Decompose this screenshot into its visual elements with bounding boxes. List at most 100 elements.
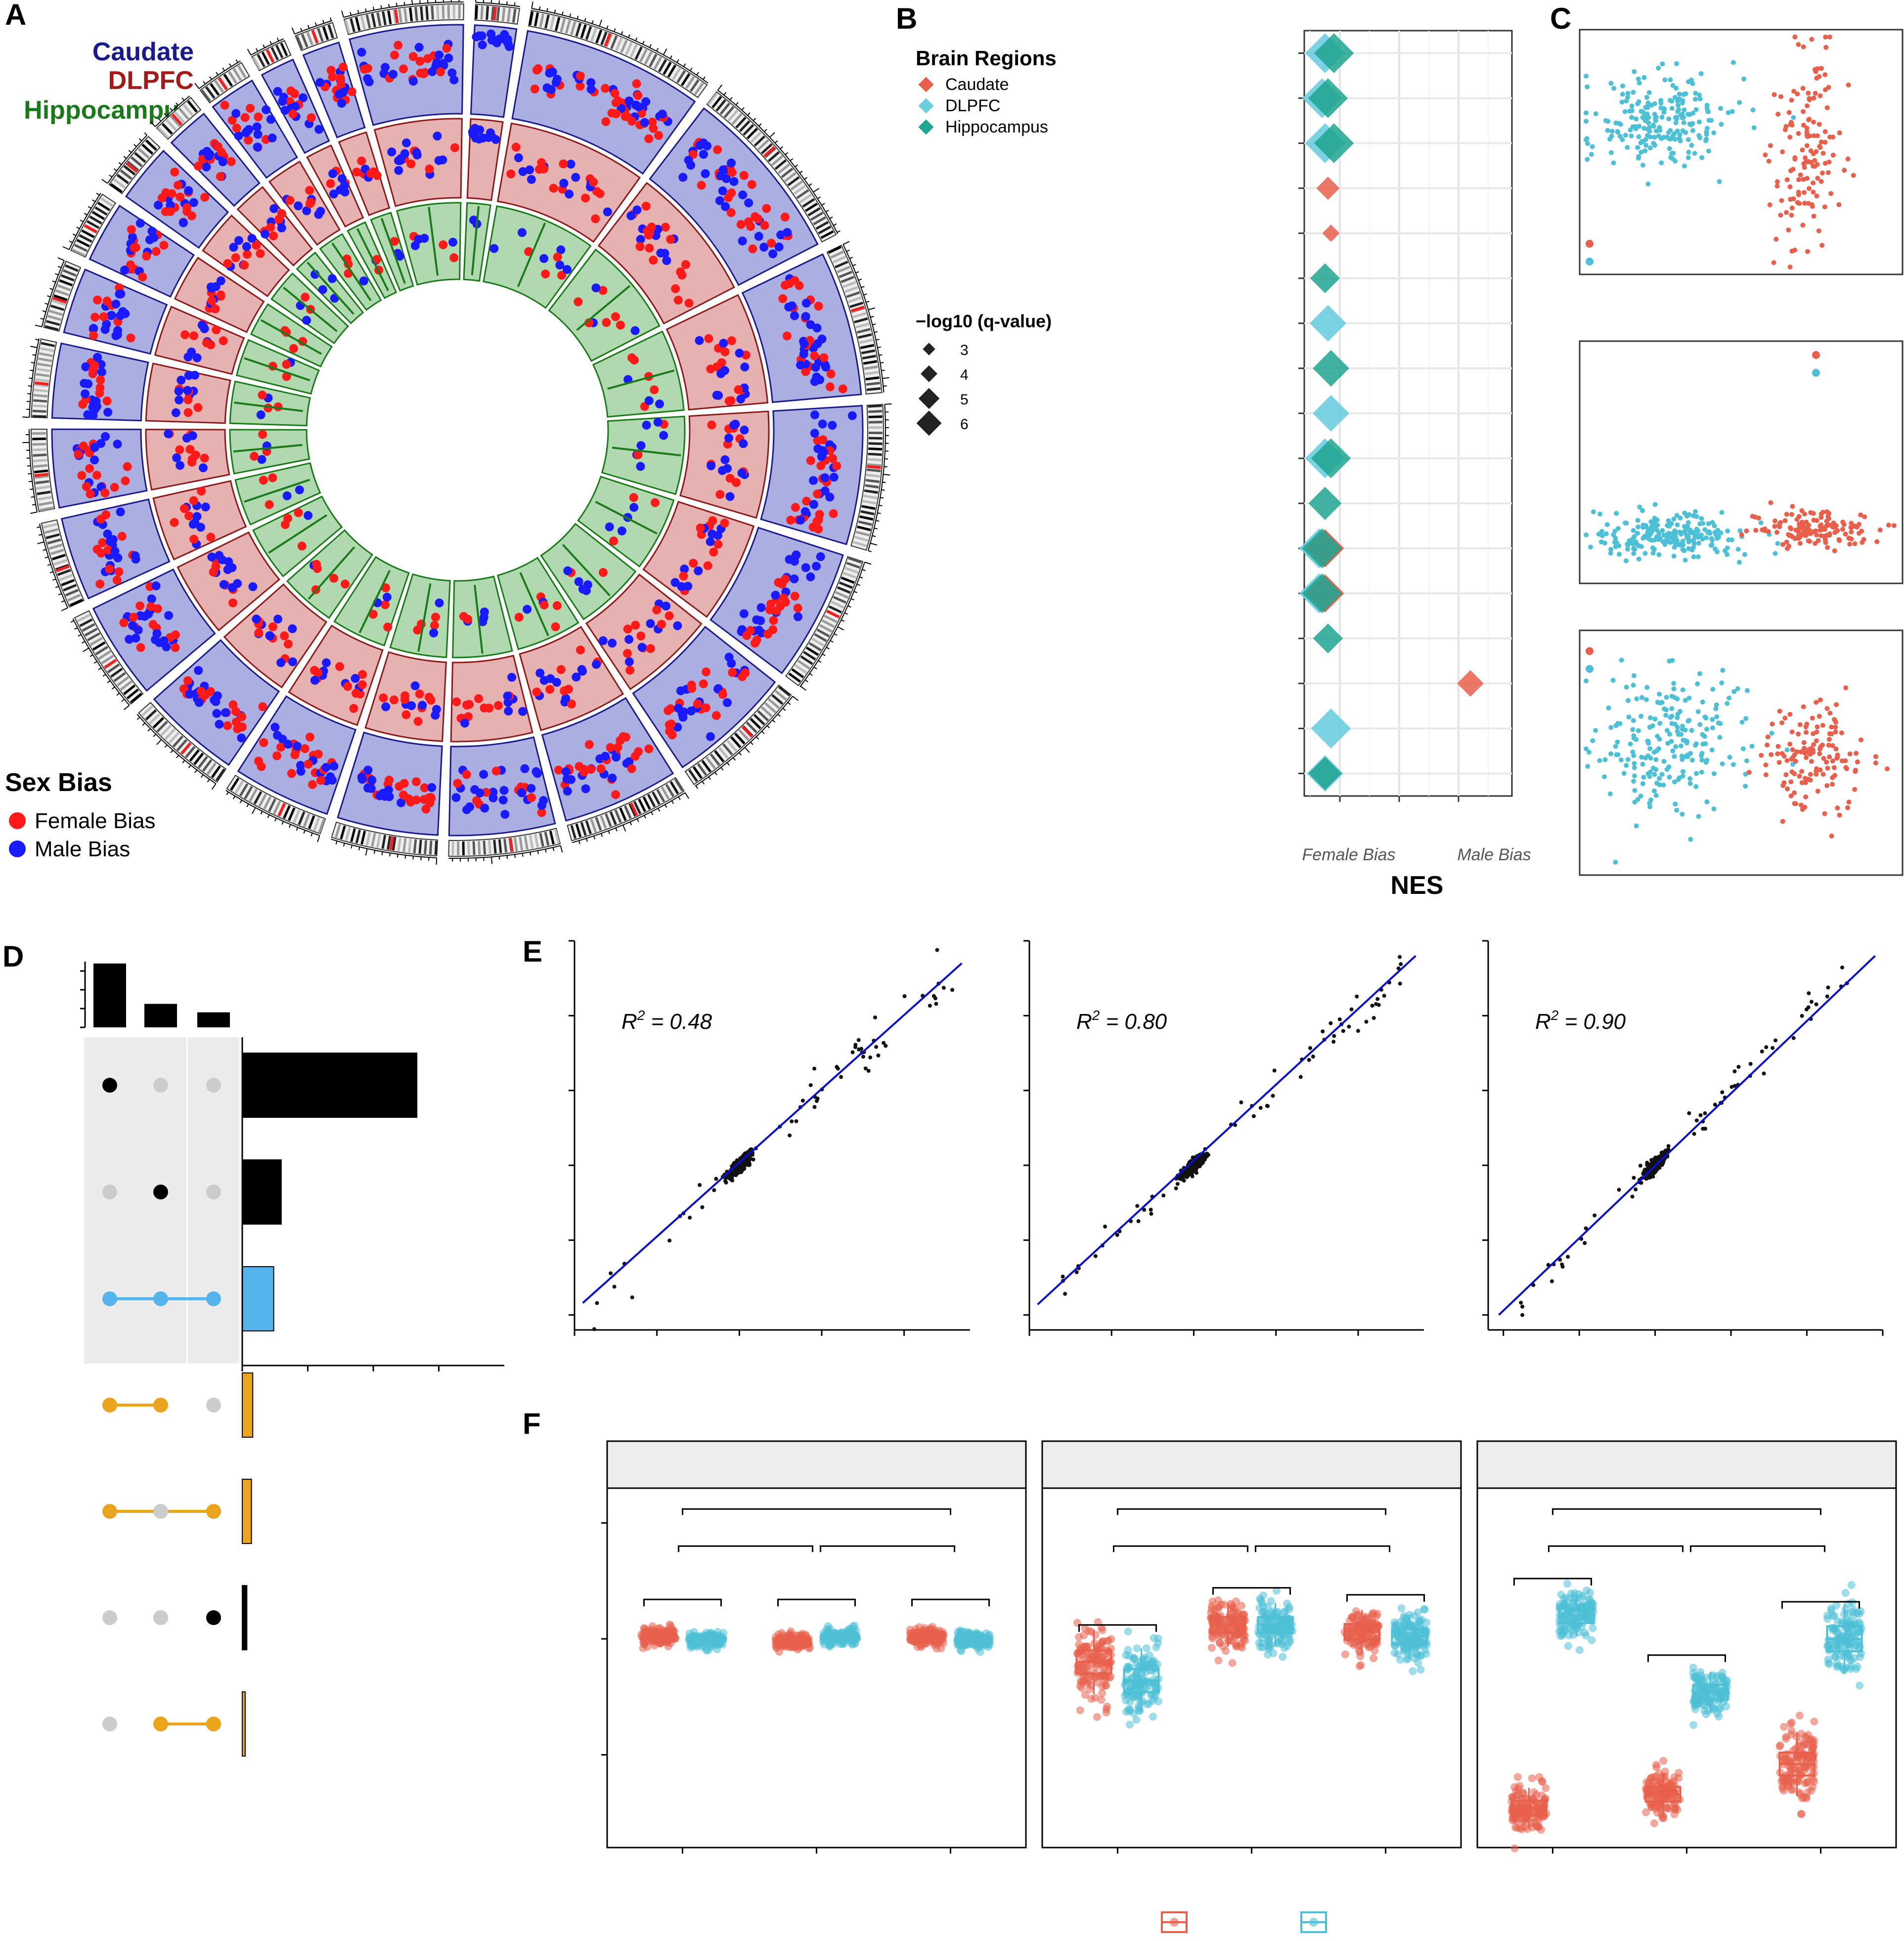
ideogram-band: [624, 42, 633, 56]
ideogram-band: [529, 11, 534, 26]
c-point-male: [1685, 155, 1691, 160]
bias-point: [172, 453, 181, 462]
bias-point: [746, 626, 755, 635]
legend-dlpfc: DLPFC: [108, 66, 194, 95]
ideogram-band: [434, 840, 438, 855]
dlpfc-track-chr-10: [288, 624, 384, 726]
bias-point: [189, 331, 199, 341]
tick: [211, 783, 217, 790]
tick: [817, 196, 821, 199]
c-point-male: [1615, 129, 1620, 134]
ideogram-band: [804, 202, 818, 212]
c-point-female: [1771, 260, 1776, 265]
caudate-track-chr-19: [170, 112, 261, 207]
c-point-male: [1637, 81, 1642, 86]
b-dot-plot: [1298, 30, 1513, 802]
bias-point: [601, 751, 610, 761]
bias-point: [313, 668, 323, 677]
c-point-female: [1792, 752, 1797, 757]
c-point-male: [1626, 698, 1631, 703]
bias-point: [586, 765, 596, 774]
c-point-male: [1742, 552, 1747, 557]
c-point-male: [1629, 115, 1635, 120]
c-point-female: [1810, 715, 1815, 721]
c-point-female: [1811, 214, 1816, 219]
bias-point: [283, 639, 293, 649]
ideogram-band: [496, 6, 500, 21]
bias-point: [720, 455, 730, 464]
ideogram-band: [854, 535, 869, 542]
c-point-female: [1830, 775, 1835, 780]
axis-arc-chr-15: [29, 338, 40, 417]
d-intersection-bar: [242, 1266, 274, 1331]
centromere: [180, 742, 192, 755]
c-point-female: [1814, 771, 1819, 777]
d-intersection-bar: [242, 1053, 418, 1118]
c-point-female: [1780, 149, 1785, 155]
c-point-male: [1625, 546, 1630, 552]
c-point-male: [1648, 715, 1653, 720]
ideogram-band: [268, 798, 276, 812]
c-point-female: [1813, 69, 1818, 74]
bias-point: [487, 132, 496, 141]
panel-d-upset: [80, 962, 504, 1757]
bias-point: [591, 283, 601, 293]
c-point-male: [1648, 797, 1654, 802]
c-point-male: [1637, 543, 1642, 548]
c-point-male: [1631, 546, 1637, 551]
ideogram-band: [805, 646, 819, 656]
bias-point: [98, 538, 107, 547]
bias-point: [216, 290, 225, 300]
e-point: [1376, 1003, 1381, 1007]
c-point-female: [1819, 243, 1825, 248]
c-point-female: [1789, 729, 1795, 735]
tick: [804, 679, 808, 683]
bias-point: [793, 612, 802, 621]
bias-point: [729, 420, 739, 430]
bias-point: [130, 243, 139, 252]
ideogram-band: [67, 594, 81, 602]
bias-point: [737, 468, 747, 478]
bias-point: [407, 701, 416, 710]
hippocampus-track-chr-1: [483, 205, 592, 309]
bias-point: [341, 579, 350, 589]
ideogram-band: [656, 789, 665, 802]
ideogram-band: [452, 5, 455, 19]
c-point-male: [1727, 754, 1732, 760]
c-point-male: [1719, 680, 1725, 686]
bias-point: [735, 349, 744, 358]
ideogram-band: [177, 739, 188, 751]
c-point-female: [1802, 165, 1807, 170]
bias-point: [414, 43, 424, 52]
c-point-male: [1714, 714, 1720, 719]
c-point-female: [1787, 525, 1793, 530]
e-r2-sup: 2: [1092, 1008, 1100, 1023]
tick: [777, 713, 781, 717]
ideogram-band: [790, 180, 803, 191]
bias-point: [110, 546, 120, 556]
ideogram-band: [157, 127, 169, 139]
c-point-female: [1846, 82, 1851, 88]
e-point: [1399, 962, 1403, 967]
tick: [744, 747, 750, 753]
c-point-male: [1635, 101, 1640, 106]
tick: [182, 760, 185, 763]
bias-point: [412, 777, 421, 787]
bias-point: [771, 590, 780, 600]
ideogram-band: [234, 780, 244, 794]
tick: [800, 686, 806, 691]
c-point-female: [1855, 759, 1860, 765]
bias-point: [696, 524, 705, 533]
ideogram-band: [376, 12, 382, 27]
bias-point: [791, 503, 800, 512]
ideogram-band: [398, 8, 402, 23]
bias-point: [802, 496, 811, 506]
bias-point: [586, 78, 596, 88]
c-point-female: [1775, 111, 1781, 117]
ideogram-band: [33, 453, 47, 457]
bias-point: [93, 295, 102, 305]
c-point-male: [1681, 120, 1686, 126]
tick: [538, 6, 541, 10]
bias-point: [283, 740, 293, 749]
bias-point: [826, 369, 836, 379]
